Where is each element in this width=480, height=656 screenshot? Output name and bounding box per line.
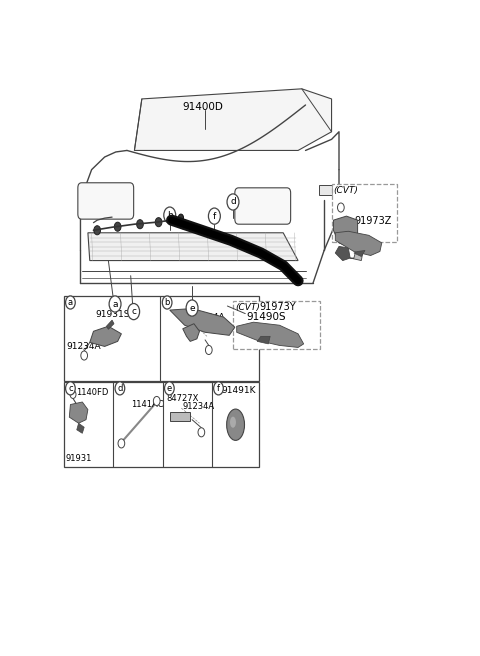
Polygon shape xyxy=(354,251,365,256)
Text: 91234A: 91234A xyxy=(182,401,214,411)
Text: 91491H: 91491H xyxy=(344,218,382,228)
Circle shape xyxy=(337,203,344,212)
Polygon shape xyxy=(107,320,114,329)
Circle shape xyxy=(186,300,198,316)
Bar xyxy=(233,301,321,349)
Text: d: d xyxy=(230,197,236,207)
Text: (CVT): (CVT) xyxy=(334,186,358,195)
Ellipse shape xyxy=(230,417,236,428)
Text: f: f xyxy=(213,212,216,220)
Circle shape xyxy=(66,296,75,309)
Circle shape xyxy=(208,208,220,224)
Bar xyxy=(332,184,396,242)
Circle shape xyxy=(118,439,125,448)
Circle shape xyxy=(205,346,212,354)
Circle shape xyxy=(66,382,75,395)
Circle shape xyxy=(155,218,162,227)
Circle shape xyxy=(114,222,121,232)
Text: 91931S: 91931S xyxy=(96,310,130,319)
Circle shape xyxy=(164,207,176,223)
Text: b: b xyxy=(165,298,170,307)
Circle shape xyxy=(227,194,239,210)
Bar xyxy=(64,296,259,380)
Polygon shape xyxy=(237,322,304,348)
Text: 84727X: 84727X xyxy=(166,394,198,403)
Circle shape xyxy=(81,351,87,360)
Text: 91973Z: 91973Z xyxy=(354,216,391,226)
Text: e: e xyxy=(167,384,172,393)
FancyBboxPatch shape xyxy=(235,188,290,224)
Text: 91400D: 91400D xyxy=(183,102,224,112)
Circle shape xyxy=(180,222,185,229)
Polygon shape xyxy=(69,402,88,423)
Text: 1141AC: 1141AC xyxy=(132,400,164,409)
Text: 91234A: 91234A xyxy=(190,313,225,321)
Text: 91490S: 91490S xyxy=(246,312,286,322)
Circle shape xyxy=(128,304,140,319)
Ellipse shape xyxy=(227,409,244,440)
Polygon shape xyxy=(350,245,363,260)
Polygon shape xyxy=(335,247,350,260)
Text: 91973Y: 91973Y xyxy=(259,302,296,312)
Text: 1125KD: 1125KD xyxy=(344,201,382,211)
Text: a: a xyxy=(68,298,73,307)
Polygon shape xyxy=(334,216,358,247)
Circle shape xyxy=(137,220,144,229)
Polygon shape xyxy=(90,326,121,346)
Bar xyxy=(64,382,259,466)
Circle shape xyxy=(154,396,160,405)
Text: d: d xyxy=(117,384,122,393)
Text: 91491K: 91491K xyxy=(222,386,256,395)
Polygon shape xyxy=(170,308,235,335)
Polygon shape xyxy=(319,185,332,195)
Circle shape xyxy=(115,382,125,395)
Text: e: e xyxy=(189,304,195,312)
Circle shape xyxy=(198,428,204,437)
Text: (CVT): (CVT) xyxy=(235,302,260,312)
Circle shape xyxy=(165,382,174,395)
Circle shape xyxy=(109,296,121,312)
Text: a: a xyxy=(112,300,118,308)
Polygon shape xyxy=(88,233,298,260)
Circle shape xyxy=(94,226,100,235)
Polygon shape xyxy=(77,423,84,434)
Circle shape xyxy=(162,296,172,309)
Polygon shape xyxy=(183,323,200,341)
Text: c: c xyxy=(131,307,136,316)
Polygon shape xyxy=(335,232,382,255)
Circle shape xyxy=(214,382,223,395)
Circle shape xyxy=(70,390,76,398)
Text: b: b xyxy=(167,211,173,220)
Polygon shape xyxy=(257,337,270,344)
Text: c: c xyxy=(68,384,73,393)
Polygon shape xyxy=(170,412,190,421)
Polygon shape xyxy=(134,89,332,150)
Text: 1140FD: 1140FD xyxy=(76,388,108,398)
Text: 91931: 91931 xyxy=(66,454,92,463)
Circle shape xyxy=(178,214,183,221)
Text: f: f xyxy=(217,384,220,393)
Circle shape xyxy=(173,216,178,223)
FancyBboxPatch shape xyxy=(78,183,133,219)
Circle shape xyxy=(177,219,181,226)
Text: 91234A: 91234A xyxy=(66,342,101,351)
